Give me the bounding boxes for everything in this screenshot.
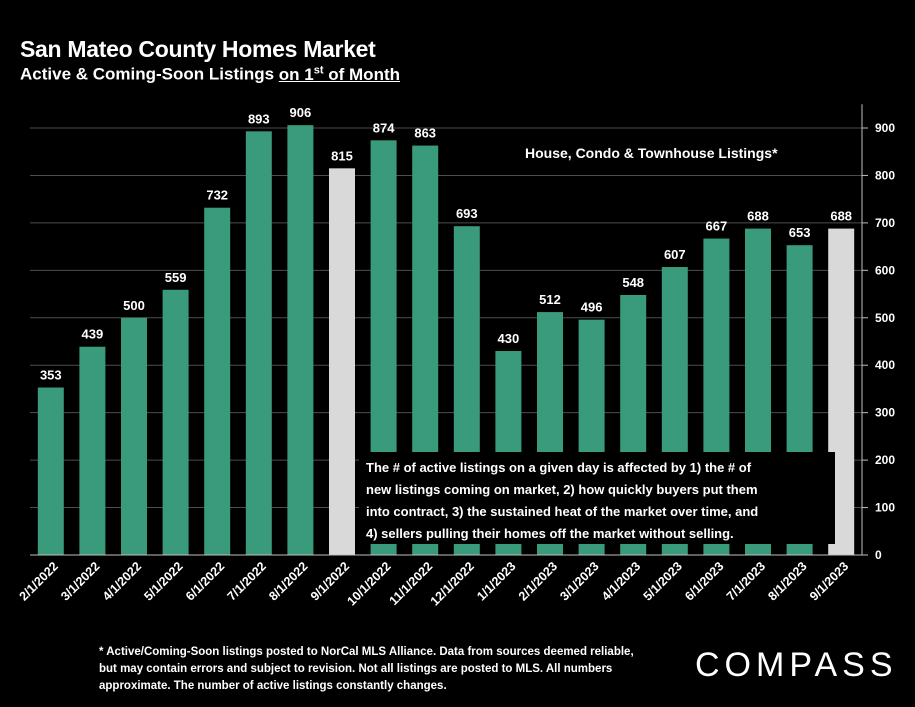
- bar: [121, 317, 147, 555]
- data-label: 607: [664, 247, 686, 262]
- data-label: 732: [206, 188, 228, 203]
- x-tick-label: 6/1/2022: [183, 559, 227, 603]
- x-tick-label: 7/1/2022: [225, 559, 269, 603]
- x-tick-label: 8/1/2023: [765, 559, 809, 603]
- subtitle-prefix: Active & Coming-Soon Listings: [20, 64, 279, 84]
- annotation-line: new listings coming on market, 2) how qu…: [366, 482, 758, 497]
- data-label: 874: [373, 120, 395, 135]
- data-label: 548: [622, 275, 644, 290]
- y-tick-label: 500: [875, 311, 895, 325]
- x-tick-label: 9/1/2023: [807, 559, 851, 603]
- annotation-line: The # of active listings on a given day …: [366, 460, 752, 475]
- x-tick-label: 11/1/2022: [387, 559, 436, 608]
- compass-logo: COMPASS: [695, 646, 898, 684]
- x-tick-label: 4/1/2023: [599, 559, 643, 603]
- subtitle-superscript: st: [313, 64, 324, 76]
- data-label: 863: [414, 126, 436, 141]
- annotation-box: [359, 452, 835, 544]
- data-label: 353: [40, 368, 62, 383]
- y-tick-label: 300: [875, 406, 895, 420]
- x-tick-label: 1/1/2023: [474, 559, 518, 603]
- x-tick-label: 6/1/2023: [682, 559, 726, 603]
- y-tick-label: 900: [875, 121, 895, 135]
- data-label: 559: [165, 270, 187, 285]
- annotation-line: 4) sellers pulling their homes off the m…: [366, 526, 734, 541]
- y-tick-label: 800: [875, 168, 895, 182]
- x-tick-label: 5/1/2022: [141, 559, 185, 603]
- data-label: 430: [498, 331, 520, 346]
- data-label: 688: [830, 209, 852, 224]
- annotation-line: into contract, 3) the sustained heat of …: [366, 504, 758, 519]
- data-label: 815: [331, 148, 353, 163]
- x-tick-label: 3/1/2023: [557, 559, 601, 603]
- x-tick-label: 4/1/2022: [100, 559, 144, 603]
- data-label: 439: [82, 327, 104, 342]
- data-label: 906: [290, 105, 312, 120]
- series-caption: House, Condo & Townhouse Listings*: [525, 145, 778, 161]
- chart-subtitle: Active & Coming-Soon Listings on 1st of …: [20, 64, 400, 85]
- bar: [37, 387, 64, 555]
- data-label: 512: [539, 292, 561, 307]
- data-label: 653: [789, 225, 811, 240]
- x-tick-label: 5/1/2023: [641, 559, 685, 603]
- data-label: 893: [248, 111, 270, 126]
- subtitle-underlined: on 1st of Month: [278, 64, 400, 84]
- bar: [162, 289, 189, 555]
- x-tick-label: 7/1/2023: [724, 559, 768, 603]
- bar: [79, 346, 106, 555]
- footnote: * Active/Coming-Soon listings posted to …: [99, 646, 634, 692]
- x-tick-label: 2/1/2023: [516, 559, 560, 603]
- y-tick-label: 700: [875, 216, 895, 230]
- chart-title: San Mateo County Homes Market: [20, 36, 376, 62]
- bar: [287, 125, 314, 556]
- data-label: 693: [456, 206, 478, 221]
- bar: [204, 207, 231, 555]
- y-tick-label: 400: [875, 358, 895, 372]
- x-tick-label: 8/1/2022: [266, 559, 310, 603]
- x-tick-label: 12/1/2022: [428, 559, 477, 608]
- data-label: 496: [581, 300, 603, 315]
- annotation-text: The # of active listings on a given day …: [366, 460, 758, 541]
- y-tick-label: 600: [875, 263, 895, 277]
- y-tick-label: 100: [875, 501, 895, 515]
- data-label: 500: [123, 298, 145, 313]
- bar: [245, 131, 272, 555]
- data-label: 688: [747, 209, 769, 224]
- x-tick-label: 2/1/2022: [17, 559, 61, 603]
- y-tick-label: 0: [875, 548, 882, 562]
- bar: [329, 168, 355, 556]
- x-tick-label: 3/1/2022: [58, 559, 102, 603]
- data-label: 667: [706, 219, 728, 234]
- x-tick-label: 10/1/2022: [345, 559, 394, 608]
- y-tick-label: 200: [875, 453, 895, 467]
